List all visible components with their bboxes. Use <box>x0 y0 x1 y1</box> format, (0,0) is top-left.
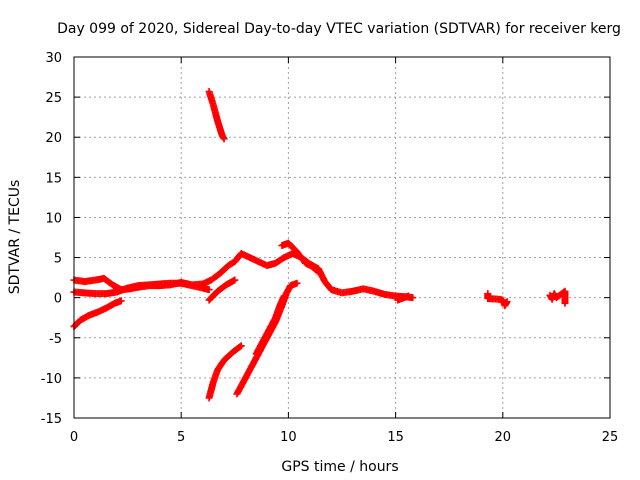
data-point <box>561 299 569 307</box>
plot-frame <box>73 56 611 419</box>
series-track-10 <box>394 292 412 304</box>
data-point <box>220 135 228 143</box>
data-point <box>313 267 321 275</box>
series-track-7 <box>205 342 245 402</box>
axis-ticks: 0 5 10 15 20 25 -15 -10 -5 0 5 10 15 20 25 30 <box>41 51 619 445</box>
chart-title: Day 099 of 2020, Sidereal Day-to-day VTE… <box>57 21 621 37</box>
series-track-1 <box>205 87 228 143</box>
series-track-6 <box>278 239 322 276</box>
series-track-11 <box>484 290 511 310</box>
data-point <box>236 343 244 351</box>
x-tick-label: 5 <box>177 430 185 445</box>
data-point <box>409 294 417 302</box>
series-track-12 <box>546 287 569 307</box>
series-track-3 <box>70 279 213 298</box>
data-point <box>503 298 511 306</box>
y-tick-label: 20 <box>45 131 62 146</box>
y-tick-label: 0 <box>54 292 62 307</box>
y-tick-label: 25 <box>45 91 62 106</box>
data-point <box>314 268 322 276</box>
series-track-5 <box>205 276 239 304</box>
y-axis-title: SDTVAR / TECUs <box>7 180 23 295</box>
y-tick-label: -10 <box>41 372 62 387</box>
x-tick-label: 25 <box>602 430 619 445</box>
y-tick-label: 5 <box>54 252 62 267</box>
y-tick-label: 30 <box>45 51 62 66</box>
data-point <box>404 292 412 300</box>
data-point <box>205 286 213 294</box>
y-tick-label: -15 <box>41 412 62 427</box>
x-tick-label: 15 <box>387 430 404 445</box>
data-point <box>231 276 239 284</box>
data-point <box>237 342 245 350</box>
y-tick-label: 10 <box>45 211 62 226</box>
data-points <box>70 87 569 402</box>
x-tick-label: 0 <box>70 430 78 445</box>
x-tick-label: 20 <box>495 430 512 445</box>
x-axis-title: GPS time / hours <box>281 459 398 475</box>
y-tick-label: 15 <box>45 171 62 186</box>
x-tick-label: 10 <box>280 430 297 445</box>
data-point <box>280 292 288 300</box>
y-tick-label: -5 <box>49 332 62 347</box>
series-track-9 <box>252 292 288 358</box>
series-track-4 <box>70 297 125 331</box>
data-point <box>293 279 301 287</box>
data-point <box>117 297 125 305</box>
grid-lines <box>74 57 610 418</box>
